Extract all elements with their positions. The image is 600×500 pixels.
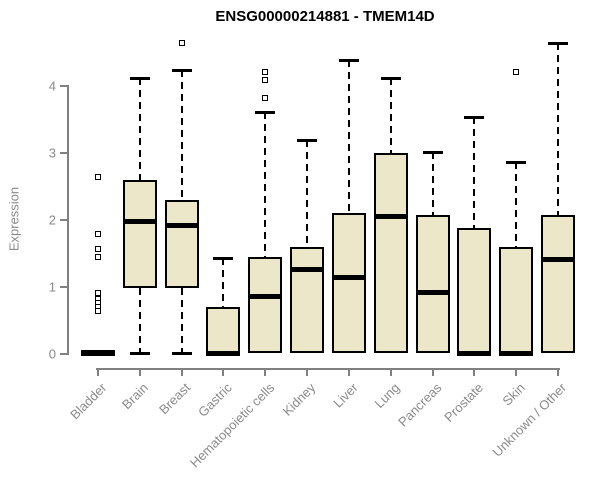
box-breast-median bbox=[164, 222, 199, 228]
box-breast-lower-whisker bbox=[180, 288, 183, 353]
box-hematopoietic-cells-upper-cap bbox=[255, 110, 276, 114]
box-brain-lower-whisker bbox=[138, 288, 141, 353]
x-tick bbox=[306, 369, 309, 376]
box-prostate-median bbox=[457, 350, 492, 356]
y-tick-label: 3 bbox=[48, 145, 56, 161]
x-tick-label: Prostate bbox=[441, 380, 486, 425]
box-bladder-outlier bbox=[95, 308, 101, 315]
box-brain bbox=[122, 180, 157, 288]
x-tick bbox=[138, 369, 141, 376]
box-brain-median bbox=[122, 218, 157, 224]
box-breast-lower-cap bbox=[171, 352, 192, 355]
x-tick-label: Gastric bbox=[195, 380, 236, 420]
y-axis-label: Expression bbox=[6, 186, 22, 252]
y-tick-label: 4 bbox=[48, 78, 56, 94]
box-hematopoietic-cells-outlier bbox=[262, 77, 269, 84]
box-hematopoietic-cells-median bbox=[248, 294, 283, 300]
x-tick bbox=[515, 369, 518, 376]
box-breast-upper-whisker bbox=[180, 70, 183, 201]
y-tick-label: 2 bbox=[48, 212, 56, 228]
x-tick bbox=[473, 369, 476, 376]
box-skin-upper-whisker bbox=[515, 162, 518, 248]
x-tick-label: Bladder bbox=[67, 380, 110, 423]
x-tick-label: Skin bbox=[499, 380, 528, 409]
box-gastric bbox=[206, 306, 241, 353]
box-lung-median bbox=[373, 214, 408, 220]
box-liver-median bbox=[331, 274, 366, 280]
box-unknown-other-median bbox=[541, 257, 576, 263]
box-skin-outlier bbox=[513, 69, 520, 76]
box-bladder-outlier bbox=[95, 173, 101, 180]
box-breast bbox=[164, 200, 199, 288]
y-tick bbox=[60, 353, 67, 355]
x-tick-label: Kidney bbox=[280, 380, 319, 419]
box-breast-upper-cap bbox=[171, 69, 192, 73]
box-gastric-median bbox=[206, 350, 241, 356]
chart-title: ENSG00000214881 - TMEM14D bbox=[215, 8, 435, 25]
box-bladder-outlier bbox=[95, 231, 101, 238]
x-tick bbox=[264, 369, 267, 376]
x-tick bbox=[389, 369, 392, 376]
x-tick-label: Unknown / Other bbox=[490, 380, 570, 460]
box-kidney-upper-cap bbox=[297, 138, 318, 142]
box-hematopoietic-cells-upper-whisker bbox=[264, 111, 267, 258]
y-tick bbox=[60, 85, 67, 87]
box-bladder-median bbox=[81, 350, 115, 356]
box-pancreas-upper-cap bbox=[422, 151, 443, 154]
box-liver-upper-whisker bbox=[347, 60, 350, 213]
x-tick bbox=[431, 369, 434, 376]
box-brain-upper-whisker bbox=[138, 78, 141, 181]
box-skin bbox=[499, 247, 534, 353]
box-liver bbox=[331, 212, 366, 353]
box-kidney bbox=[290, 247, 325, 353]
box-hematopoietic-cells bbox=[248, 257, 283, 353]
box-lung bbox=[373, 152, 408, 353]
box-brain-upper-cap bbox=[129, 77, 150, 81]
box-skin-upper-cap bbox=[506, 161, 527, 165]
x-tick bbox=[97, 369, 99, 376]
box-skin-median bbox=[499, 350, 534, 356]
box-bladder-outlier bbox=[95, 289, 101, 296]
box-prostate bbox=[457, 227, 492, 353]
x-tick bbox=[222, 369, 225, 376]
box-unknown-other bbox=[541, 214, 576, 353]
y-tick bbox=[60, 152, 67, 154]
x-tick-label: Pancreas bbox=[394, 380, 445, 430]
box-pancreas-median bbox=[415, 290, 450, 296]
x-axis-line bbox=[96, 368, 561, 370]
box-hematopoietic-cells-outlier bbox=[262, 94, 269, 101]
box-prostate-upper-cap bbox=[464, 116, 485, 120]
box-bladder-outlier bbox=[95, 246, 101, 253]
x-tick-label: Brain bbox=[119, 380, 152, 413]
x-tick-label: Liver bbox=[329, 380, 361, 411]
box-bladder-outlier bbox=[95, 254, 101, 261]
box-lung-upper-whisker bbox=[389, 78, 392, 153]
box-kidney-median bbox=[290, 267, 325, 273]
box-pancreas bbox=[415, 214, 450, 353]
y-tick bbox=[60, 219, 67, 221]
x-tick bbox=[347, 369, 350, 376]
box-prostate-upper-whisker bbox=[473, 117, 476, 228]
box-gastric-upper-cap bbox=[213, 256, 234, 260]
box-brain-lower-cap bbox=[129, 352, 150, 355]
box-breast-outlier bbox=[178, 39, 185, 46]
box-unknown-other-upper-cap bbox=[548, 41, 569, 45]
box-gastric-upper-whisker bbox=[222, 257, 225, 307]
y-tick bbox=[60, 286, 67, 288]
box-unknown-other-upper-whisker bbox=[557, 42, 560, 215]
y-tick-label: 0 bbox=[48, 346, 56, 362]
x-tick bbox=[180, 369, 183, 376]
x-tick-label: Lung bbox=[371, 380, 403, 412]
box-pancreas-upper-whisker bbox=[431, 152, 434, 215]
box-kidney-upper-whisker bbox=[306, 139, 309, 248]
y-axis-line bbox=[67, 85, 69, 355]
x-tick bbox=[557, 369, 560, 376]
box-lung-upper-cap bbox=[380, 77, 401, 81]
y-tick-label: 1 bbox=[48, 279, 56, 295]
box-hematopoietic-cells-outlier bbox=[262, 69, 269, 76]
box-liver-upper-cap bbox=[338, 59, 359, 63]
x-tick-label: Breast bbox=[156, 380, 194, 418]
